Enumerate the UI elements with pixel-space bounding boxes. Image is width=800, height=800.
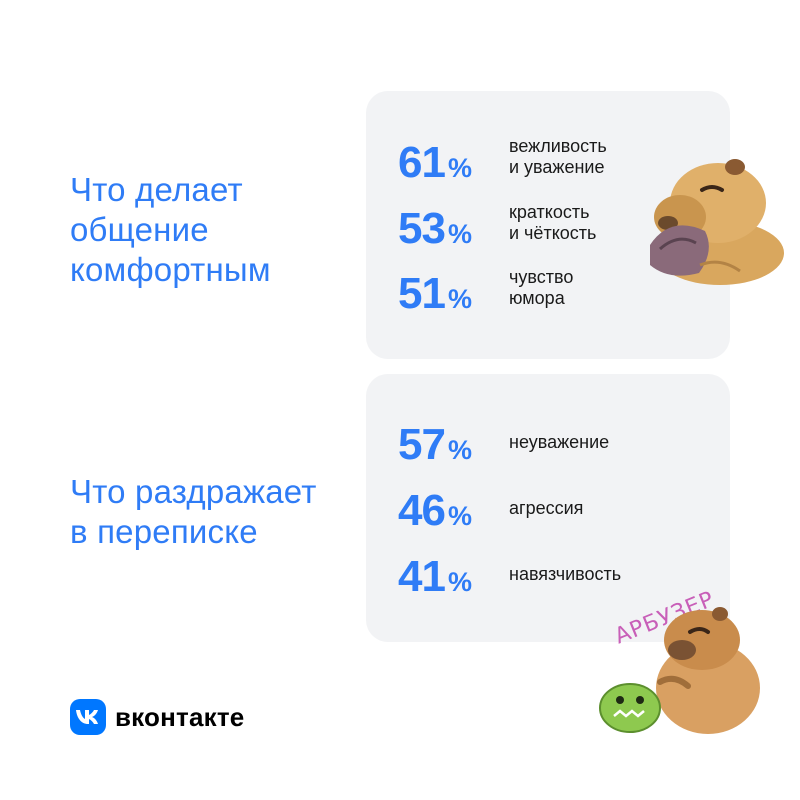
stat-label: агрессия — [509, 498, 584, 518]
irritate-heading-line: Что раздражает — [70, 473, 317, 510]
stat-value: 41% — [398, 552, 472, 601]
stat-label: навязчивость — [509, 564, 622, 584]
vk-logo-icon — [70, 699, 106, 735]
stat-value: 53% — [398, 204, 472, 253]
stat-label: краткость и чёткость — [509, 202, 597, 243]
irritate-stats-card: 57% неуважение 46% агрессия 41% навязчив… — [366, 374, 730, 642]
irritate-heading-line: в переписке — [70, 513, 258, 550]
stat-value: 57% — [398, 420, 472, 469]
capybara-with-watermelon-sticker-icon: АРБУЗЕР — [599, 587, 760, 734]
capybara-sticker-icon — [650, 159, 784, 285]
comfort-heading-line: комфортным — [70, 251, 271, 288]
stat-label: чувство юмора — [509, 267, 574, 308]
stat-value: 51% — [398, 269, 472, 318]
brand-logo: вконтакте — [70, 699, 244, 735]
stat-label: вежливость и уважение — [509, 136, 607, 177]
irritate-heading: Что раздражает в переписке — [70, 472, 317, 552]
stat-value: 61% — [398, 138, 472, 187]
comfort-heading-line: Что делает — [70, 171, 243, 208]
brand-name: вконтакте — [115, 701, 245, 732]
stat-value: 46% — [398, 486, 472, 535]
comfort-heading: Что делает общение комфортным — [70, 170, 271, 290]
comfort-heading-line: общение — [70, 211, 209, 248]
stat-label: неуважение — [509, 432, 610, 452]
